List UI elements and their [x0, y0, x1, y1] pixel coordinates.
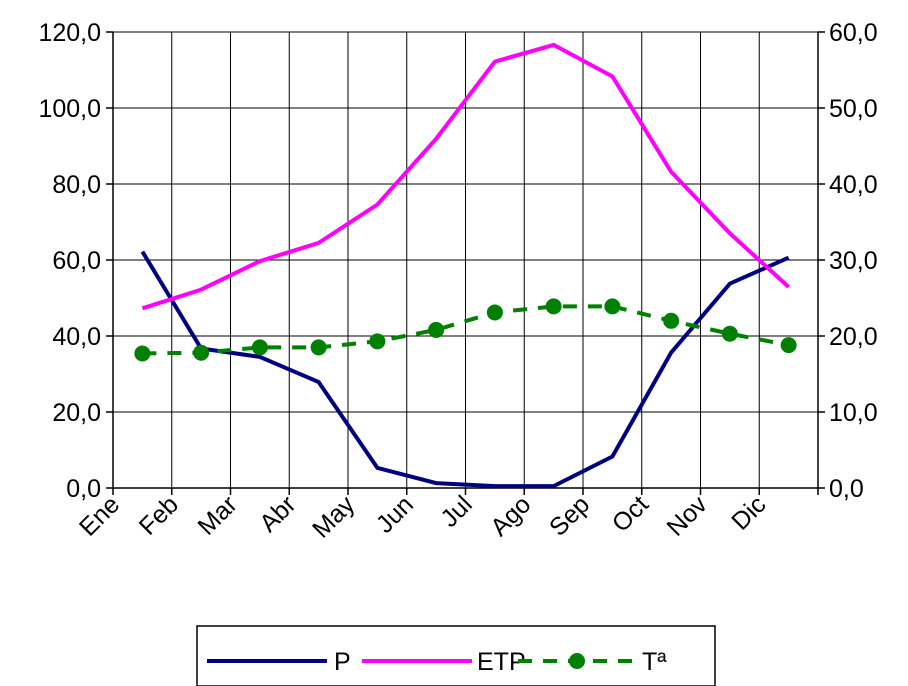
- series-line-p: [140, 250, 790, 489]
- right-tick-label: 30,0: [829, 247, 878, 275]
- data-point-t: [134, 345, 151, 362]
- left-tick-label: 20,0: [52, 399, 101, 427]
- left-tick-label: 80,0: [52, 171, 101, 199]
- legend-box: [196, 625, 716, 686]
- left-tick-label: 100,0: [38, 95, 101, 123]
- x-tick-label: Sep: [544, 490, 595, 541]
- legend-label-p: P: [334, 648, 351, 676]
- legend-label-etp: ETP: [477, 648, 526, 676]
- data-point-t: [193, 344, 210, 361]
- data-point-t: [721, 325, 738, 342]
- x-tick-label: Feb: [134, 490, 184, 540]
- x-tick-label: Abr: [254, 490, 301, 537]
- left-tick-label: 120,0: [38, 19, 101, 47]
- series-line-etp: [141, 42, 790, 311]
- right-tick-label: 20,0: [829, 323, 878, 351]
- data-point-t: [428, 321, 445, 338]
- series-line-t: [142, 304, 789, 356]
- right-tick-label: 60,0: [829, 19, 878, 47]
- x-tick-label: Nov: [661, 490, 713, 542]
- x-tick-label: Ago: [485, 490, 536, 541]
- x-tick-label: Jun: [371, 490, 419, 538]
- data-point-t: [663, 312, 680, 329]
- data-point-t: [780, 337, 797, 354]
- axes: 0,0 20,0 40,0 60,0 80,0 100,0 120,0 0,0 10,0 20,0…: [38, 19, 877, 503]
- right-tick-label: 0,0: [829, 475, 864, 503]
- x-tick-label: Oct: [607, 490, 654, 537]
- data-point-t: [310, 339, 327, 356]
- data-point-t: [369, 333, 386, 350]
- legend: P ETP Tª: [196, 625, 716, 686]
- x-tick-label: Dic: [726, 490, 771, 535]
- data-point-t: [486, 304, 503, 321]
- x-tick-label: Mar: [192, 490, 242, 540]
- left-tick-label: 60,0: [52, 247, 101, 275]
- x-axis-labels: Ene Feb Mar Abr May Jun Jul Ago Sep Oct Nov Dic: [74, 490, 772, 544]
- right-tick-label: 40,0: [829, 171, 878, 199]
- legend-marker-t: [569, 653, 585, 669]
- left-tick-label: 40,0: [52, 323, 101, 351]
- x-tick-label: Jul: [435, 490, 477, 532]
- right-tick-label: 50,0: [829, 95, 878, 123]
- data-point-t: [545, 298, 562, 315]
- data-point-t: [604, 298, 621, 315]
- series-group: [134, 42, 797, 489]
- legend-label-t: Tª: [642, 648, 667, 676]
- data-point-t: [251, 339, 268, 356]
- x-tick-label: May: [307, 490, 361, 544]
- left-tick-label: 0,0: [66, 475, 101, 503]
- right-tick-label: 10,0: [829, 399, 878, 427]
